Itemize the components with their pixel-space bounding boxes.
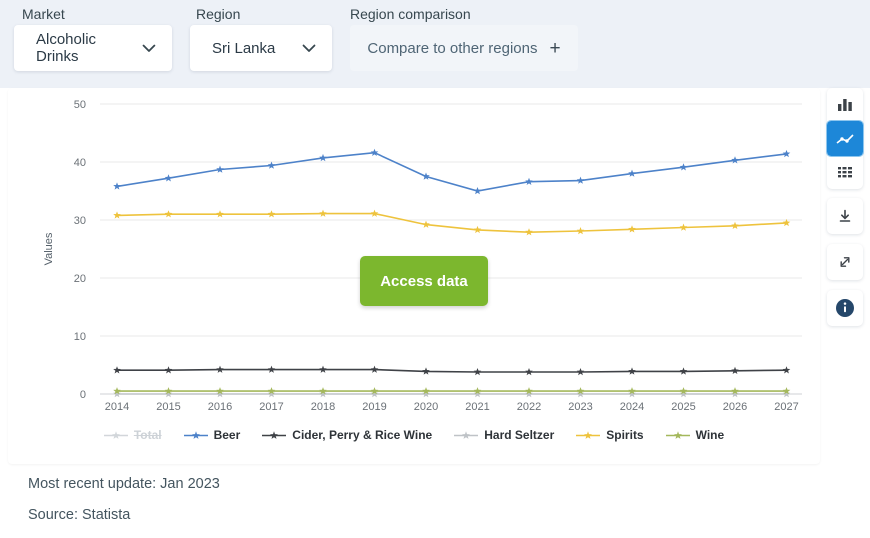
svg-text:40: 40 — [74, 157, 86, 169]
legend-marker-icon — [262, 430, 287, 439]
bar-chart-icon[interactable] — [827, 88, 863, 121]
compare-regions-button[interactable]: Compare to other regions + — [350, 25, 578, 71]
legend-label: Spirits — [606, 428, 644, 442]
legend-item-beer[interactable]: Beer — [183, 428, 241, 442]
most-recent-update-text: Most recent update: Jan 2023 — [28, 476, 220, 492]
svg-text:2022: 2022 — [517, 401, 541, 413]
legend-item-hard-seltzer[interactable]: Hard Seltzer — [454, 428, 554, 442]
access-data-button[interactable]: Access data — [360, 256, 488, 306]
svg-text:2026: 2026 — [723, 401, 747, 413]
svg-text:Values: Values — [43, 232, 55, 265]
region-dropdown[interactable]: Sri Lanka — [190, 25, 332, 71]
svg-text:2021: 2021 — [465, 401, 489, 413]
market-label: Market — [22, 6, 65, 22]
market-dropdown-value: Alcoholic Drinks — [36, 31, 97, 65]
chart-card: 0 10 20 30 40 50 Values 2014 2015 2016 2017 2018 201… — [8, 88, 820, 464]
region-dropdown-value: Sri Lanka — [212, 39, 276, 57]
chart-type-switcher — [826, 88, 864, 189]
svg-text:2016: 2016 — [208, 401, 232, 413]
download-icon[interactable] — [827, 198, 863, 234]
svg-text:50: 50 — [74, 99, 86, 111]
line-chart-icon[interactable] — [826, 120, 864, 157]
table-icon[interactable] — [827, 156, 863, 189]
svg-text:2027: 2027 — [774, 401, 798, 413]
legend-item-total[interactable]: Total — [103, 428, 162, 442]
legend-label: Total — [133, 428, 162, 442]
legend-marker-icon — [665, 430, 690, 439]
filter-bar: Market Alcoholic Drinks Region Sri Lanka… — [0, 0, 870, 88]
plus-icon: + — [549, 37, 561, 59]
svg-text:30: 30 — [74, 215, 86, 227]
legend-item-wine[interactable]: Wine — [665, 428, 725, 442]
source-text: Source: Statista — [28, 507, 131, 523]
region-label: Region — [196, 6, 241, 22]
legend-marker-icon — [103, 430, 128, 439]
legend-label: Hard Seltzer — [484, 428, 555, 442]
legend-marker-icon — [576, 430, 601, 439]
legend-item-cider-perry-rice-wine[interactable]: Cider, Perry & Rice Wine — [262, 428, 432, 442]
svg-text:2023: 2023 — [568, 401, 592, 413]
chart-svg: 0 10 20 30 40 50 Values 2014 2015 2016 2017 2018 201… — [43, 99, 802, 413]
legend-marker-icon — [454, 430, 479, 439]
svg-text:2018: 2018 — [311, 401, 335, 413]
chevron-down-icon — [142, 44, 156, 52]
svg-text:2017: 2017 — [259, 401, 283, 413]
legend-label: Cider, Perry & Rice Wine — [292, 428, 433, 442]
svg-text:2019: 2019 — [362, 401, 386, 413]
fullscreen-icon[interactable] — [827, 244, 863, 280]
chart-legend: Total Beer Cider, Perry & Rice Wine Hard Se… — [8, 428, 820, 442]
market-dropdown[interactable]: Alcoholic Drinks — [14, 25, 172, 71]
svg-text:2020: 2020 — [414, 401, 438, 413]
chevron-down-icon — [302, 44, 316, 52]
region-comparison-label: Region comparison — [350, 6, 471, 22]
info-icon[interactable] — [827, 290, 863, 326]
svg-text:10: 10 — [74, 331, 86, 343]
legend-label: Wine — [695, 428, 725, 442]
svg-text:2024: 2024 — [620, 401, 644, 413]
legend-marker-icon — [183, 430, 208, 439]
compare-regions-button-label: Compare to other regions — [367, 39, 538, 57]
svg-text:20: 20 — [74, 273, 86, 285]
svg-text:2025: 2025 — [671, 401, 695, 413]
svg-text:0: 0 — [80, 389, 86, 401]
legend-item-spirits[interactable]: Spirits — [576, 428, 644, 442]
legend-label: Beer — [213, 428, 241, 442]
svg-text:2014: 2014 — [105, 401, 129, 413]
svg-text:2015: 2015 — [156, 401, 180, 413]
